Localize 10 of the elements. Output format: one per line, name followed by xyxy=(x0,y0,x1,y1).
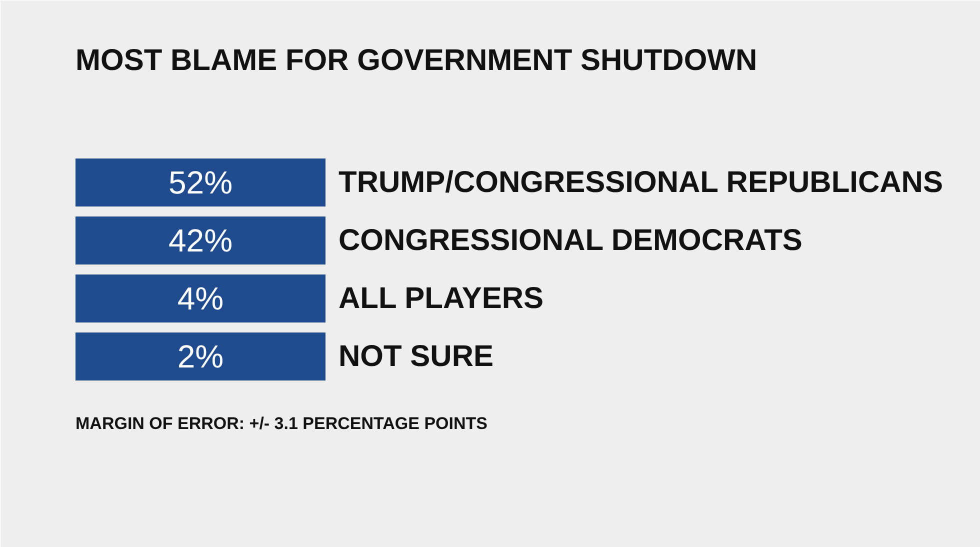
data-label: 2% xyxy=(177,338,224,374)
data-label: 4% xyxy=(177,280,224,316)
data-label: 52% xyxy=(168,164,233,200)
category-label: CONGRESSIONAL DEMOCRATS xyxy=(338,224,802,257)
category-label: ALL PLAYERS xyxy=(338,282,544,315)
text: MOST BLAME FOR GOVERNMENT SHUTDOWN xyxy=(76,44,758,77)
category-label: TRUMP/CONGRESSIONAL REPUBLICANS xyxy=(338,166,943,199)
data-label: 42% xyxy=(168,222,233,258)
category-label: NOT SURE xyxy=(338,340,494,373)
text: MARGIN OF ERROR: +/- 3.1 PERCENTAGE POINTS xyxy=(76,414,488,433)
